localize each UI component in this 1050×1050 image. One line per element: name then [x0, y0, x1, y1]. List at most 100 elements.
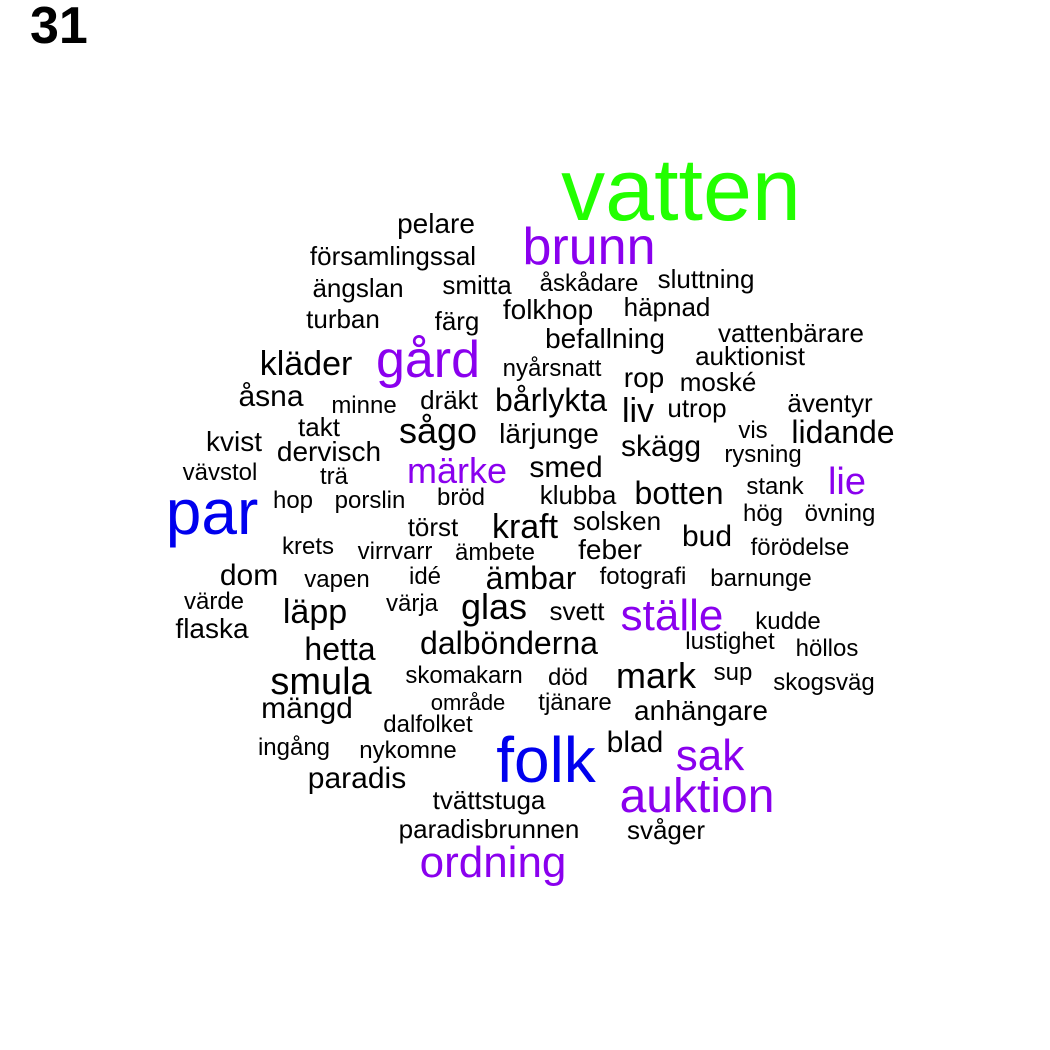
word-ambar: ämbar — [485, 560, 577, 596]
word-mark: mark — [616, 655, 696, 696]
word-virrvarr: virrvarr — [357, 538, 433, 565]
word-takt: takt — [298, 412, 340, 442]
word-hog: hög — [742, 500, 784, 527]
word-moske: moské — [679, 367, 757, 397]
word-hetta: hetta — [304, 631, 376, 667]
word-sak: sak — [675, 731, 745, 780]
word-dom: dom — [219, 559, 279, 592]
word-kvist: kvist — [206, 426, 262, 457]
word-botten: botten — [634, 475, 724, 511]
word-gard: gård — [375, 331, 481, 389]
word-pelare: pelare — [397, 208, 475, 239]
word-tra: trä — [319, 463, 349, 490]
word-glas: glas — [460, 586, 528, 627]
word-feber: feber — [578, 534, 642, 565]
word-auktionist: auktionist — [695, 341, 805, 371]
word-svager: svåger — [626, 815, 706, 845]
word-vattenbarare: vattenbärare — [718, 318, 864, 348]
word-ide: idé — [408, 563, 442, 590]
word-dervisch: dervisch — [276, 436, 382, 467]
word-dalbonderna: dalbönderna — [420, 625, 598, 661]
word-angslan: ängslan — [312, 273, 404, 303]
word-skogsvag: skogsväg — [773, 669, 875, 696]
word-folk: folk — [496, 724, 596, 796]
word-marke: märke — [406, 450, 508, 491]
word-varja: värja — [385, 590, 439, 617]
word-vatten: vatten — [561, 140, 801, 239]
word-lustighet: lustighet — [685, 628, 775, 655]
word-paradisbrunnen: paradisbrunnen — [398, 814, 580, 844]
word-utrop: utrop — [667, 393, 727, 423]
word-aventyr: äventyr — [787, 388, 873, 418]
word-larjunge: lärjunge — [499, 418, 599, 449]
word-par: par — [165, 476, 259, 548]
word-nyarsnatt: nyårsnatt — [502, 355, 602, 382]
word-rysning: rysning — [724, 441, 802, 468]
word-fotografi: fotografi — [599, 563, 687, 590]
word-ingang: ingång — [257, 734, 331, 761]
word-tjanare: tjänare — [538, 689, 612, 716]
word-asna: åsna — [238, 380, 304, 413]
word-stank: stank — [746, 473, 804, 500]
word-anhangare: anhängare — [634, 695, 768, 726]
word-barlykta: bårlykta — [494, 382, 608, 418]
word-liv: liv — [621, 392, 655, 430]
word-befallning: befallning — [545, 323, 665, 354]
word-ordning: ordning — [419, 838, 567, 887]
word-torst: törst — [407, 512, 459, 542]
word-paradis: paradis — [307, 762, 407, 795]
word-klubba: klubba — [539, 480, 617, 510]
word-vapen: vapen — [304, 566, 370, 593]
word-stalle: ställe — [620, 591, 724, 640]
word-omrade: område — [430, 690, 506, 715]
word-brunn: brunn — [522, 218, 656, 276]
word-nykomne: nykomne — [359, 737, 457, 764]
word-folkhop: folkhop — [502, 294, 594, 325]
word-drakt: dräkt — [420, 385, 478, 415]
word-solsken: solsken — [572, 506, 662, 536]
word-brod: bröd — [436, 484, 486, 511]
word-dalfolket: dalfolket — [383, 711, 473, 738]
word-tvattstuga: tvättstuga — [432, 785, 546, 815]
word-auktion: auktion — [619, 770, 775, 823]
word-forodelse: förödelse — [750, 534, 850, 561]
word-minne: minne — [331, 392, 397, 419]
word-dod: död — [547, 664, 589, 691]
word-vavstol: vävstol — [182, 459, 258, 486]
word-skomakarn: skomakarn — [405, 662, 523, 689]
figure-label: 31 — [30, 0, 88, 55]
word-krets: krets — [281, 533, 335, 560]
word-hollos: höllos — [795, 635, 859, 662]
word-porslin: porslin — [334, 487, 406, 514]
word-skagg: skägg — [620, 430, 702, 463]
word-sup: sup — [713, 659, 753, 686]
word-bud: bud — [681, 520, 733, 553]
word-lidande: lidande — [791, 414, 895, 450]
word-lie: lie — [827, 461, 867, 503]
word-lapp: läpp — [282, 593, 348, 631]
word-ambete: ämbete — [454, 539, 536, 566]
word-hapnad: häpnad — [623, 292, 711, 322]
word-blad: blad — [606, 726, 664, 759]
word-barnunge: barnunge — [710, 565, 812, 592]
word-turban: turban — [306, 304, 380, 334]
word-rop: rop — [623, 362, 665, 393]
word-kudde: kudde — [755, 608, 821, 635]
word-flaska: flaska — [175, 613, 249, 644]
word-klader: kläder — [259, 345, 353, 383]
word-ovning: övning — [804, 500, 876, 527]
word-farg: färg — [434, 306, 480, 336]
word-vis: vis — [738, 417, 768, 444]
word-kraft: kraft — [491, 508, 559, 546]
word-hop: hop — [272, 487, 314, 514]
word-askadare: åskådare — [539, 270, 639, 297]
word-smitta: smitta — [442, 270, 512, 300]
word-mangd: mängd — [261, 692, 353, 725]
word-varde: värde — [183, 588, 245, 615]
word-svett: svett — [549, 596, 605, 626]
word-smula: smula — [270, 661, 372, 703]
word-smed: smed — [529, 451, 603, 484]
word-sluttning: sluttning — [657, 264, 755, 294]
word-forsamlingssal: församlingssal — [309, 241, 477, 271]
